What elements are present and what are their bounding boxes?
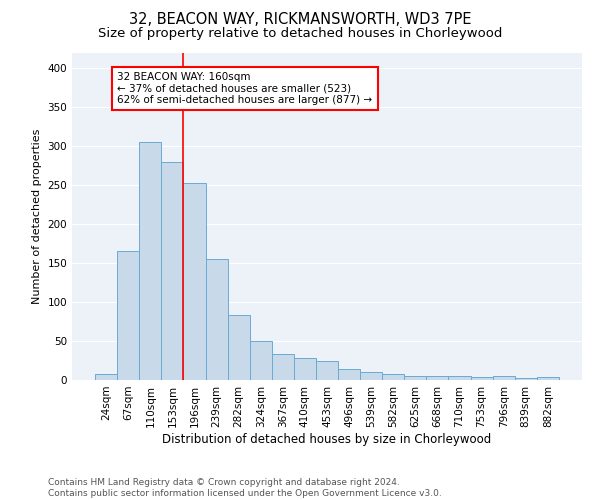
Bar [184,184,206,380]
Y-axis label: Number of detached properties: Number of detached properties [32,128,42,304]
Bar [316,360,338,380]
Bar [470,377,493,380]
Bar [272,354,294,380]
Text: 32 BEACON WAY: 160sqm
← 37% of detached houses are smaller (523)
62% of semi-det: 32 BEACON WAY: 160sqm ← 37% of detached … [117,72,373,105]
Bar [117,252,139,380]
Text: Size of property relative to detached houses in Chorleywood: Size of property relative to detached ho… [98,28,502,40]
Bar [338,369,360,380]
Text: Contains HM Land Registry data © Crown copyright and database right 2024.
Contai: Contains HM Land Registry data © Crown c… [48,478,442,498]
Bar [448,376,470,380]
Bar [161,162,184,380]
Bar [427,376,448,380]
Bar [95,374,117,380]
Bar [206,259,227,380]
Bar [537,377,559,380]
Bar [139,142,161,380]
Bar [227,314,250,380]
X-axis label: Distribution of detached houses by size in Chorleywood: Distribution of detached houses by size … [163,432,491,446]
Bar [382,374,404,380]
Bar [404,376,427,380]
Bar [360,372,382,380]
Text: 32, BEACON WAY, RICKMANSWORTH, WD3 7PE: 32, BEACON WAY, RICKMANSWORTH, WD3 7PE [129,12,471,28]
Bar [294,358,316,380]
Bar [493,376,515,380]
Bar [250,341,272,380]
Bar [515,378,537,380]
